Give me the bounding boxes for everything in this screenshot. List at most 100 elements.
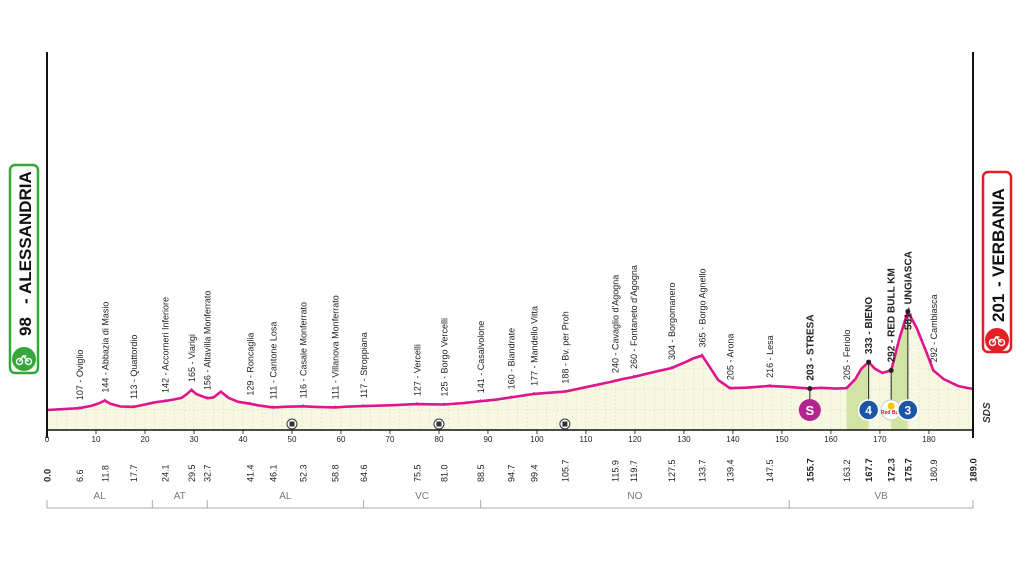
start-badge-frame (8, 163, 40, 375)
start-badge: 98 - ALESSANDRIA (8, 163, 40, 375)
waypoint-name: 165 - Viarigi (187, 334, 197, 382)
waypoint-name: 240 - Cavaglio d'Agogna (610, 275, 620, 373)
waypoint-km: 24.1 (161, 464, 171, 482)
kom-category-label: 3 (904, 404, 911, 418)
waypoint-km: 94.7 (506, 464, 516, 482)
finish-altitude: 201 (989, 294, 1008, 322)
province-label: AT (174, 491, 186, 502)
province-label: AL (279, 491, 292, 502)
altitude-tick-label: 500 (911, 327, 920, 333)
finish-bike-icon (985, 328, 1009, 352)
start-name: ALESSANDRIA (16, 171, 35, 294)
finish-bike-glyph (988, 335, 1006, 347)
waypoint-km: 0.0 (43, 469, 54, 482)
waypoint-name: 304 - Borgomanero (667, 282, 677, 360)
brand-logo: SDS (982, 402, 993, 423)
profile-area (47, 311, 973, 430)
x-tick-label: 180 (922, 435, 936, 444)
x-tick-label: 170 (873, 435, 887, 444)
waypoint-km: 52.3 (299, 464, 309, 482)
waypoint-name: 125 - Borgo Vercelli (439, 318, 449, 397)
finish-name: VERBANIA (989, 188, 1008, 277)
waypoint-km: 175.7 (903, 458, 914, 482)
start-bike-icon (12, 347, 36, 371)
waypoint-name: 292 - Cambiasca (929, 294, 939, 362)
waypoint-km: 81.0 (439, 464, 449, 482)
waypoint-km: 17.7 (129, 464, 139, 482)
x-tick-label: 70 (386, 435, 395, 444)
redbull-sun (887, 402, 895, 410)
waypoint-km: 58.8 (331, 464, 341, 482)
km-ticks: 0 10 20 30 40 50 60 70 80 90 100 110 120 130 140 150 160… (45, 430, 936, 444)
waypoint-km: 99.4 (530, 464, 540, 482)
province-bar: AL AT AL VC NO VB (46, 491, 974, 509)
waypoint-km: 139.4 (725, 459, 735, 482)
kom-dot (905, 308, 911, 314)
redbull-label: Red Bull (881, 410, 902, 416)
waypoint-km: 75.5 (412, 464, 422, 482)
x-tick-label: 30 (190, 435, 199, 444)
x-tick-label: 100 (530, 435, 544, 444)
x-tick-label: 0 (45, 435, 50, 444)
camera-icon-lens (436, 421, 442, 427)
x-tick-label: 80 (435, 435, 444, 444)
x-tick-label: 130 (677, 435, 691, 444)
waypoint-name: 142 - Accorneri Inferiore (161, 297, 171, 393)
waypoint-name: 203 - STRESA (805, 314, 816, 380)
province-label: NO (627, 491, 642, 502)
sprint-dot (807, 386, 813, 392)
waypoint-name: 144 - Abbazia di Masio (100, 302, 110, 393)
waypoint-km: 115.9 (610, 460, 620, 482)
x-tick-label: 60 (337, 435, 346, 444)
start-dash: - (16, 298, 35, 304)
x-tick-label: 120 (628, 435, 642, 444)
x-tick-label: 140 (726, 435, 740, 444)
waypoint-km: 189.0 (969, 458, 980, 482)
x-tick-label: 10 (92, 435, 101, 444)
waypoint-name: 116 - Casale Monferrato (299, 302, 309, 398)
waypoint-name: 156 - Altavilla Monferrato (203, 291, 213, 391)
waypoint-name: 177 - Mandello Vitta (530, 306, 540, 386)
waypoint-name: 205 - Arona (725, 334, 735, 381)
waypoint-km: 119.7 (629, 460, 639, 482)
waypoint-km: 6.6 (75, 469, 85, 482)
waypoint-name: 127 - Vercelli (412, 344, 422, 396)
waypoint-km: 167.7 (864, 458, 875, 482)
sprint-icon (798, 399, 821, 421)
waypoint-name: 113 - Quattordio (129, 335, 139, 399)
waypoint-km: 41.4 (245, 464, 255, 482)
camera-icon-lens (289, 421, 295, 427)
x-tick-label: 150 (775, 435, 789, 444)
profile-line (46, 310, 974, 412)
x-tick-label: 50 (288, 435, 297, 444)
province-label: VC (415, 491, 429, 502)
waypoint-km: 88.5 (476, 464, 486, 482)
start-altitude: 98 (16, 317, 35, 336)
province-label: VB (874, 491, 888, 502)
waypoint-km: 133.7 (698, 459, 708, 482)
waypoint-name: 111 - Cantone Losa (268, 322, 278, 400)
camera-icon-lens (562, 421, 568, 427)
waypoint-name: 260 - Fontaneto d'Agogna (629, 265, 639, 369)
waypoint-name: 216 - Lesa (765, 335, 775, 378)
waypoint-name: 129 - Roncaglia (245, 333, 255, 396)
waypoint-km: 29.5 (187, 464, 197, 482)
altitude-tick-label: 400 (911, 347, 920, 353)
finish-dash: - (989, 281, 1008, 287)
waypoint-km: 64.6 (359, 464, 369, 482)
waypoint-name: 581 - UNGIASCA (903, 251, 914, 330)
waypoint-km: 147.5 (765, 459, 775, 482)
waypoint-name: 292 - RED BULL KM (887, 268, 898, 362)
x-tick-label: 40 (239, 435, 248, 444)
route-markers: S 4 Red Bull 3 (286, 308, 919, 430)
kom-icon (857, 399, 880, 421)
waypoint-name: 141 - Casalvolone (476, 321, 486, 394)
waypoint-name: 107 - Oviglio (75, 350, 85, 401)
axes (46, 52, 974, 438)
waypoint-name: 117 - Stroppiana (359, 332, 369, 398)
kom-icon (897, 399, 919, 421)
waypoint-km: 32.7 (203, 464, 213, 482)
waypoint-km: 155.7 (805, 458, 816, 482)
x-tick-label: 90 (483, 435, 492, 444)
